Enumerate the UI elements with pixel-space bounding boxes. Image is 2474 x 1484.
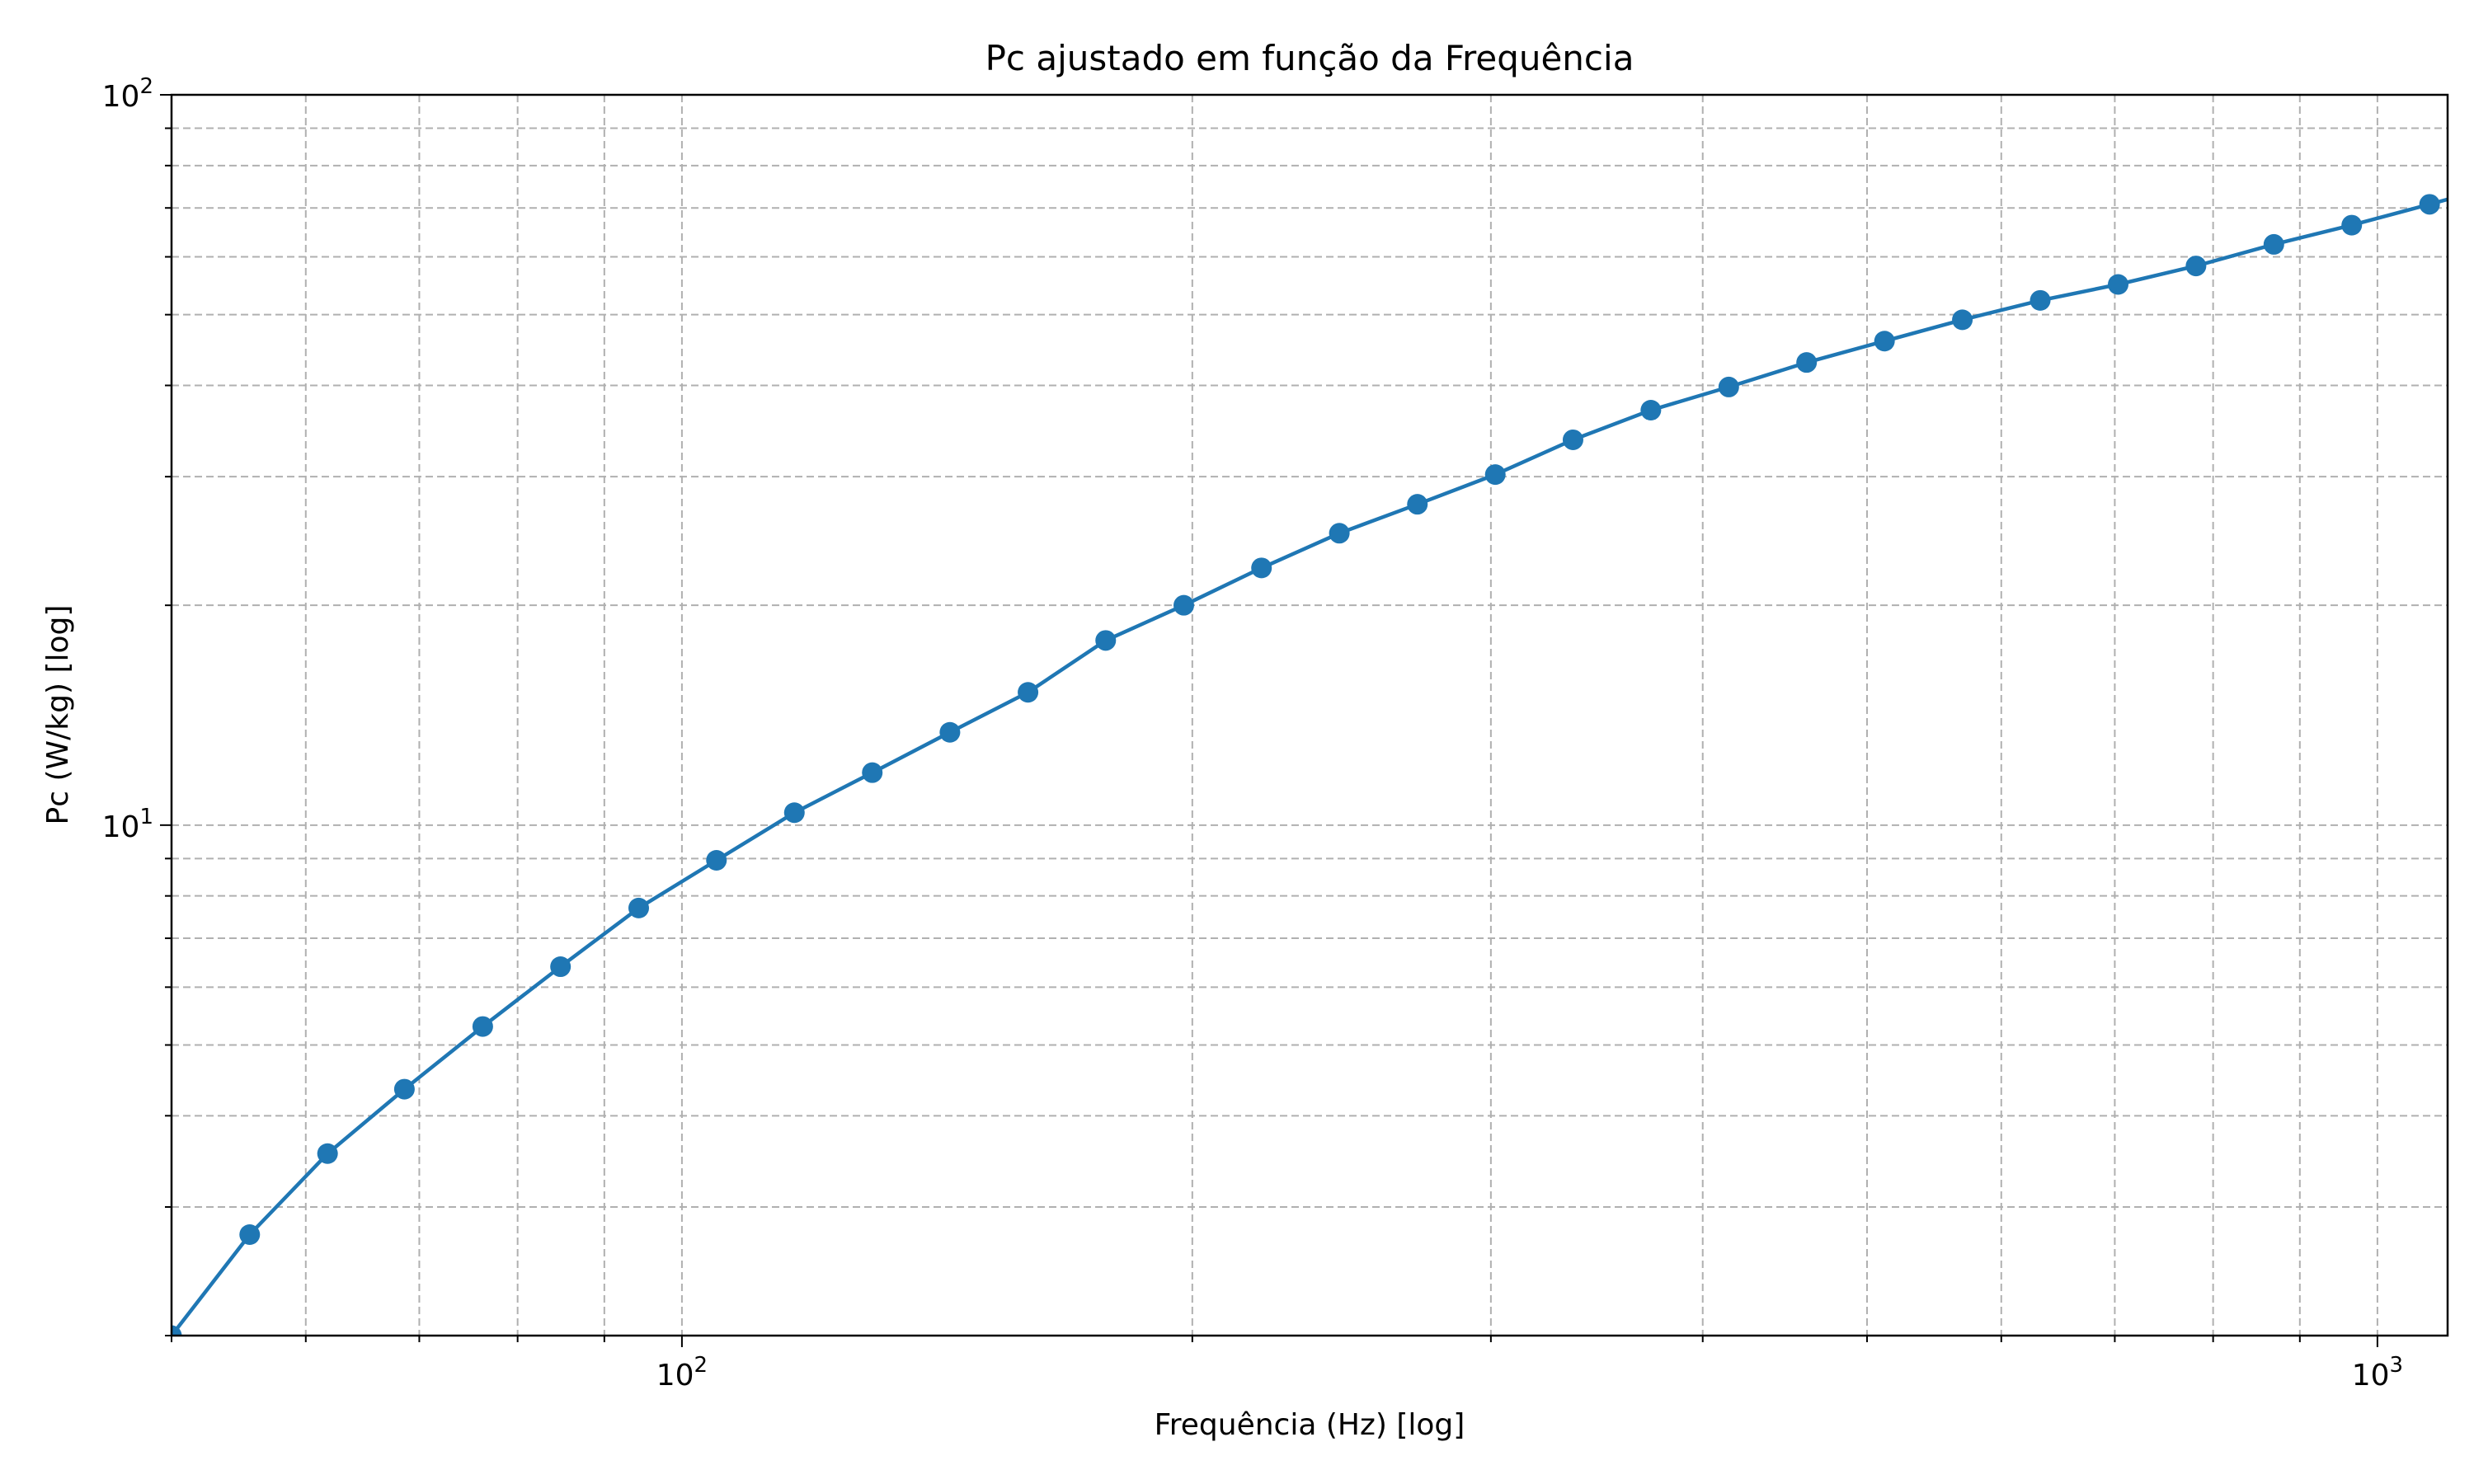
data-point [1796, 352, 1818, 373]
data-point [1173, 594, 1194, 616]
data-point [550, 956, 571, 978]
y-tick-label: 102 [102, 74, 153, 114]
x-tick-label: 102 [656, 1353, 708, 1392]
data-point [2341, 214, 2363, 236]
x-axis-label: Frequência (Hz) [log] [1155, 1408, 1465, 1442]
data-point [1640, 400, 1662, 421]
data-point [2263, 233, 2284, 255]
data-point [1018, 682, 1039, 703]
data-point [1718, 376, 1739, 397]
data-point [2419, 194, 2440, 215]
data-point [1407, 494, 1428, 515]
data-point [1874, 331, 1895, 352]
data-point [706, 850, 727, 871]
data-point [239, 1223, 261, 1245]
data-point [1952, 309, 1973, 331]
data-point [393, 1078, 415, 1100]
data-point [317, 1143, 338, 1164]
x-tick-label: 103 [2352, 1353, 2403, 1392]
y-axis-label: Pc (W/kg) [log] [41, 605, 75, 825]
data-point [862, 762, 883, 783]
data-point [783, 802, 805, 824]
data-point [1329, 523, 1350, 544]
data-point [2030, 289, 2051, 311]
data-point [1562, 429, 1583, 450]
data-point [172, 1325, 182, 1336]
data-point [1484, 464, 1506, 486]
data-point [472, 1016, 493, 1037]
data-point [1095, 630, 1117, 651]
ticks: 102 103 101 102 [102, 74, 2403, 1392]
data-point [2107, 274, 2128, 295]
series-layer [172, 194, 2448, 1336]
data-point [628, 897, 650, 918]
y-tick-label: 101 [102, 805, 153, 844]
chart-title: Pc ajustado em função da Frequência [985, 38, 1634, 78]
data-point [2185, 256, 2207, 277]
plot-frame [170, 93, 2449, 1337]
data-point [939, 721, 961, 743]
data-point [1251, 557, 1272, 579]
